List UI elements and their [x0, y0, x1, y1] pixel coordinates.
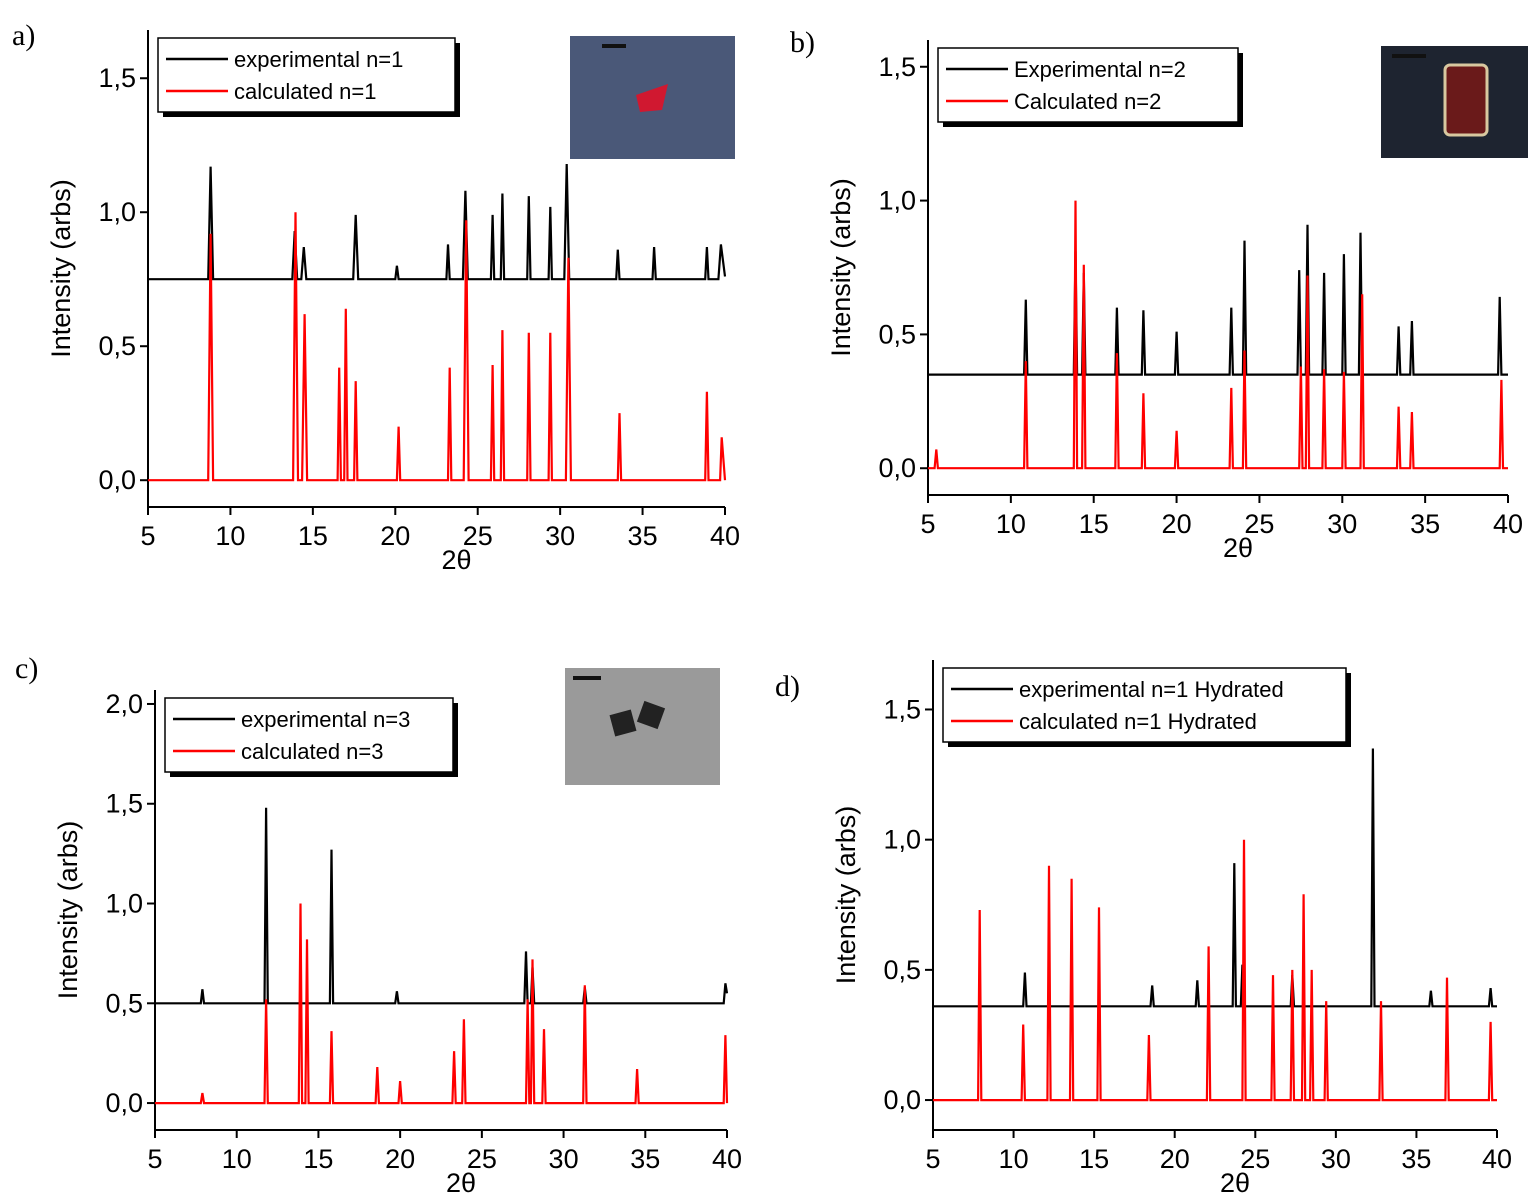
x-tick-label: 35 — [1410, 509, 1440, 539]
legend-label: calculated n=3 — [241, 739, 384, 764]
panel-label: d) — [775, 670, 800, 703]
x-tick-label: 30 — [549, 1144, 579, 1174]
series-line — [928, 200, 1508, 470]
y-tick-label: 0,0 — [883, 1085, 921, 1115]
y-axis-label: Intensity (arbs) — [826, 178, 856, 357]
x-tick-label: 30 — [545, 521, 575, 551]
legend-label: Experimental n=2 — [1014, 57, 1186, 82]
legend-label: Calculated n=2 — [1014, 89, 1161, 114]
y-tick-label: 0,5 — [105, 988, 143, 1018]
legend-box — [937, 47, 1239, 123]
x-tick-label: 20 — [1162, 509, 1192, 539]
y-tick-label: 0,0 — [878, 453, 916, 483]
x-tick-label: 15 — [1079, 1144, 1109, 1174]
x-tick-label: 35 — [1401, 1144, 1431, 1174]
y-tick-label: 0,5 — [883, 955, 921, 985]
x-tick-label: 25 — [463, 521, 493, 551]
y-axis-label: Intensity (arbs) — [46, 179, 76, 358]
x-axis-label: 2θ — [1220, 1168, 1250, 1198]
series-line — [148, 163, 727, 281]
series-line — [933, 748, 1497, 1008]
y-tick-label: 1,0 — [883, 825, 921, 855]
inset-photo-b — [1381, 46, 1528, 158]
panel-label: c) — [15, 652, 38, 685]
series-line — [148, 212, 727, 482]
y-tick-label: 1,5 — [105, 789, 143, 819]
y-tick-label: 0,0 — [98, 465, 136, 495]
x-tick-label: 40 — [1482, 1144, 1512, 1174]
y-tick-label: 1,5 — [98, 63, 136, 93]
x-tick-label: 15 — [298, 521, 328, 551]
x-tick-label: 10 — [222, 1144, 252, 1174]
legend-label: experimental n=1 Hydrated — [1019, 677, 1284, 702]
legend-box — [157, 37, 456, 113]
x-axis-label: 2θ — [1223, 533, 1253, 563]
y-axis-label: Intensity (arbs) — [831, 806, 861, 985]
legend-label: calculated n=1 Hydrated — [1019, 709, 1257, 734]
y-tick-label: 1,0 — [98, 197, 136, 227]
y-tick-label: 1,0 — [105, 889, 143, 919]
y-tick-label: 0,5 — [98, 331, 136, 361]
x-tick-label: 30 — [1321, 1144, 1351, 1174]
series-line — [928, 224, 1508, 376]
x-tick-label: 25 — [1240, 1144, 1270, 1174]
panel-label: b) — [790, 26, 815, 59]
x-tick-label: 10 — [996, 509, 1026, 539]
x-tick-label: 10 — [999, 1144, 1029, 1174]
legend-box — [942, 667, 1347, 743]
x-tick-label: 35 — [630, 1144, 660, 1174]
x-axis-label: 2θ — [446, 1168, 476, 1198]
inset-photo-c — [565, 668, 720, 785]
series-line — [933, 839, 1497, 1102]
x-tick-label: 5 — [925, 1144, 940, 1174]
y-tick-label: 2,0 — [105, 689, 143, 719]
y-tick-label: 1,0 — [878, 186, 916, 216]
x-tick-label: 20 — [380, 521, 410, 551]
x-tick-label: 10 — [215, 521, 245, 551]
x-tick-label: 20 — [385, 1144, 415, 1174]
x-tick-label: 25 — [467, 1144, 497, 1174]
series-line — [155, 903, 729, 1105]
x-tick-label: 5 — [140, 521, 155, 551]
x-tick-label: 40 — [1493, 509, 1523, 539]
y-tick-label: 0,0 — [105, 1088, 143, 1118]
x-tick-label: 15 — [303, 1144, 333, 1174]
x-tick-label: 15 — [1079, 509, 1109, 539]
x-tick-label: 5 — [920, 509, 935, 539]
inset-photo-a — [570, 36, 735, 159]
x-tick-label: 25 — [1244, 509, 1274, 539]
legend-label: experimental n=3 — [241, 707, 410, 732]
legend-box — [164, 697, 454, 773]
legend-label: calculated n=1 — [234, 79, 377, 104]
x-tick-label: 30 — [1327, 509, 1357, 539]
y-tick-label: 1,5 — [878, 52, 916, 82]
x-tick-label: 5 — [147, 1144, 162, 1174]
x-tick-label: 40 — [710, 521, 740, 551]
y-tick-label: 1,5 — [883, 694, 921, 724]
x-tick-label: 20 — [1160, 1144, 1190, 1174]
x-tick-label: 40 — [712, 1144, 742, 1174]
y-tick-label: 0,5 — [878, 319, 916, 349]
y-axis-label: Intensity (arbs) — [53, 821, 83, 1000]
x-tick-label: 35 — [628, 521, 658, 551]
x-axis-label: 2θ — [441, 545, 471, 575]
series-line — [155, 807, 729, 1005]
panel-label: a) — [12, 19, 35, 52]
legend-label: experimental n=1 — [234, 47, 403, 72]
